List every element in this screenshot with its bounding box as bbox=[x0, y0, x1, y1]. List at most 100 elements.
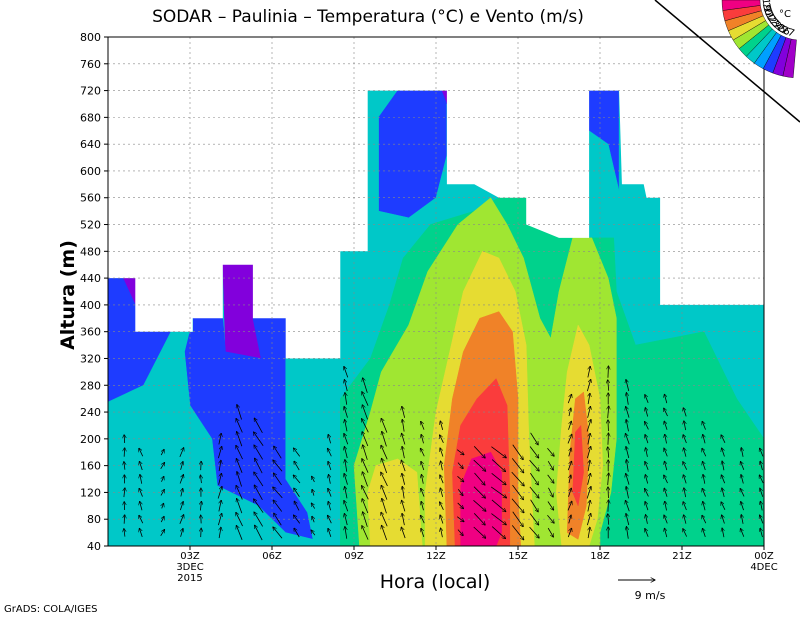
wind-arrow-9-6 bbox=[293, 448, 301, 457]
grid bbox=[108, 37, 764, 546]
wind-arrow-32-5 bbox=[722, 461, 724, 471]
wind-arrow-26-12 bbox=[608, 366, 609, 378]
wind-arrow-12-12 bbox=[344, 366, 349, 378]
wind-arrow-10-3 bbox=[312, 489, 314, 496]
x-tick-label-00Z: 00Z bbox=[754, 551, 774, 562]
wind-arrow-19-5 bbox=[473, 459, 486, 471]
wind-arrow-16-7 bbox=[421, 434, 423, 444]
y-tick-label-640: 640 bbox=[80, 138, 101, 151]
wind-arrow-12-10 bbox=[345, 393, 347, 405]
wind-arrow-24-9 bbox=[569, 408, 571, 417]
wind-arrow-32-7 bbox=[721, 435, 726, 444]
wind-arrow-21-6 bbox=[512, 444, 524, 460]
wind-arrow-3-5 bbox=[181, 461, 183, 470]
wind-arrow-21-4 bbox=[511, 471, 525, 486]
wind-arrow-5-2 bbox=[218, 500, 221, 512]
wind-arrow-17-1 bbox=[440, 515, 444, 524]
wind-arrow-30-3 bbox=[684, 488, 686, 498]
wind-arrow-25-2 bbox=[587, 500, 590, 512]
wind-arrow-30-1 bbox=[684, 515, 686, 524]
wind-arrow-14-8 bbox=[381, 418, 388, 433]
wind-arrow-8-6 bbox=[274, 446, 282, 459]
y-tick-label-200: 200 bbox=[80, 433, 101, 446]
wind-arrow-2-2 bbox=[162, 503, 164, 509]
x-tick-label-09Z: 09Z bbox=[344, 551, 364, 562]
wind-arrow-24-0 bbox=[567, 528, 571, 538]
wind-arrow-32-1 bbox=[722, 515, 725, 524]
x-tick-sub2-03Z: 2015 bbox=[177, 573, 202, 584]
wind-arrow-22-6 bbox=[529, 446, 539, 458]
wind-arrow-13-4 bbox=[362, 472, 368, 487]
colorbar-level-21: 21 bbox=[761, 6, 776, 22]
wind-arrow-27-11 bbox=[626, 380, 630, 392]
wind-arrow-4-1 bbox=[201, 515, 202, 524]
wind-arrow-13-9 bbox=[362, 405, 368, 420]
wind-arrow-22-5 bbox=[529, 459, 540, 471]
wind-arrow-9-5 bbox=[294, 461, 300, 471]
wind-arrow-22-4 bbox=[530, 472, 538, 485]
wind-arrow-18-3 bbox=[457, 489, 463, 495]
wind-arrow-0-0 bbox=[124, 529, 125, 537]
wind-arrow-17-5 bbox=[441, 461, 443, 471]
wind-arrow-7-6 bbox=[254, 445, 263, 460]
wind-arrow-20-3 bbox=[490, 486, 506, 498]
wind-arrow-12-0 bbox=[345, 527, 347, 539]
wind-arrow-23-2 bbox=[547, 501, 554, 510]
wind-arrow-12-2 bbox=[344, 500, 349, 512]
wind-arrow-15-4 bbox=[402, 473, 406, 485]
wind-arrow-25-11 bbox=[586, 379, 590, 392]
wind-arrow-8-1 bbox=[274, 513, 282, 526]
wind-arrow-23-1 bbox=[547, 514, 554, 523]
wind-arrow-25-8 bbox=[586, 419, 591, 432]
wind-arrow-9-2 bbox=[294, 501, 300, 511]
wind-arrow-18-1 bbox=[456, 516, 464, 522]
colorbar-divider bbox=[654, 0, 800, 123]
wind-arrow-30-7 bbox=[683, 435, 687, 444]
wind-arrow-15-3 bbox=[402, 486, 404, 499]
wind-arrow-9-3 bbox=[294, 488, 300, 497]
wind-arrow-31-3 bbox=[702, 488, 706, 497]
wind-arrow-2-4 bbox=[161, 476, 163, 482]
wind-arrow-18-6 bbox=[456, 449, 464, 455]
chart-title: SODAR – Paulinia – Temperatura (°C) e Ve… bbox=[152, 7, 584, 27]
wind-arrow-19-1 bbox=[473, 513, 485, 525]
wind-arrow-18-5 bbox=[457, 462, 463, 469]
wind-arrow-10-2 bbox=[311, 503, 316, 509]
wind-arrow-28-7 bbox=[645, 435, 649, 444]
wind-arrow-10-0 bbox=[311, 530, 316, 536]
y-tick-label-400: 400 bbox=[80, 299, 101, 312]
wind-arrow-20-6 bbox=[491, 446, 506, 458]
wind-arrow-29-6 bbox=[664, 448, 668, 457]
wind-arrow-14-1 bbox=[381, 512, 388, 527]
wind-arrow-13-7 bbox=[362, 432, 369, 447]
y-axis: 40 80 120 160 200 240 280 320 360 400 440 480 520 560… bbox=[80, 31, 108, 553]
wind-arrow-7-8 bbox=[254, 418, 263, 433]
wind-arrow-12-6 bbox=[344, 446, 348, 459]
wind-arrow-13-8 bbox=[362, 419, 369, 433]
wind-arrow-12-9 bbox=[344, 406, 348, 418]
wind-arrow-33-6 bbox=[741, 448, 743, 457]
wind-arrow-30-6 bbox=[684, 448, 686, 457]
wind-arrow-6-2 bbox=[237, 498, 243, 514]
wind-arrow-7-4 bbox=[254, 472, 264, 487]
wind-arrow-5-7 bbox=[218, 433, 221, 445]
wind-arrow-0-5 bbox=[124, 462, 125, 470]
x-tick-sub-03Z: 3DEC bbox=[176, 562, 203, 573]
wind-arrow-2-1 bbox=[161, 516, 164, 523]
wind-arrow-30-4 bbox=[683, 475, 687, 484]
wind-arrow-16-8 bbox=[421, 421, 425, 430]
wind-arrow-14-4 bbox=[381, 472, 388, 487]
wind-arrow-8-2 bbox=[273, 500, 283, 512]
wind-arrow-5-4 bbox=[218, 473, 222, 485]
wind-arrow-28-10 bbox=[645, 394, 649, 403]
wind-arrow-34-1 bbox=[760, 515, 764, 524]
wind-arrow-4-2 bbox=[200, 501, 201, 511]
y-tick-label-280: 280 bbox=[80, 379, 101, 392]
wind-arrow-27-8 bbox=[626, 420, 629, 432]
wind-arrow-12-5 bbox=[345, 460, 347, 472]
wind-arrow-28-6 bbox=[646, 448, 648, 457]
wind-arrow-11-5 bbox=[328, 461, 332, 471]
wind-arrow-18-4 bbox=[457, 475, 463, 481]
wind-arrow-6-6 bbox=[236, 445, 243, 460]
